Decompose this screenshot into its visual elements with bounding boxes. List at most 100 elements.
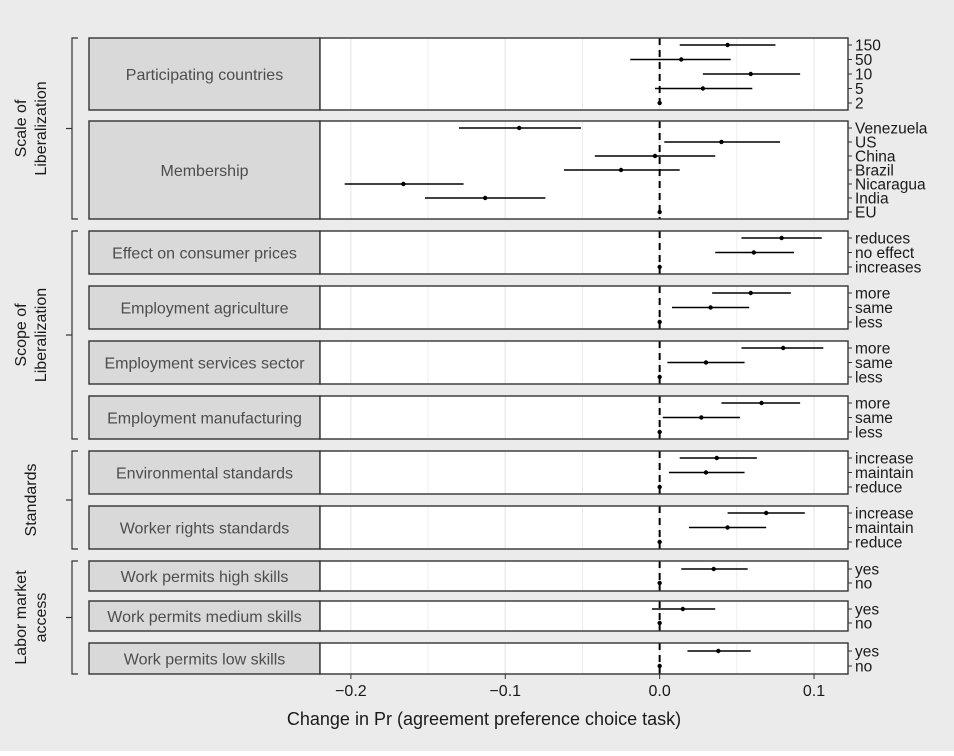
level-label-us: US — [855, 135, 877, 152]
point-estimate-china — [652, 153, 658, 159]
level-label-5: 5 — [855, 81, 864, 98]
level-label-same: same — [855, 300, 893, 317]
facet-plot-area — [320, 561, 848, 591]
level-label-reduce: reduce — [855, 480, 902, 497]
facet-strip-employment-agriculture — [88, 285, 321, 330]
facet-border — [319, 450, 849, 495]
level-label-yes: yes — [855, 562, 879, 579]
level-label-more: more — [855, 341, 890, 358]
level-label-yes: yes — [855, 644, 879, 661]
level-label-no-effect: no effect — [855, 245, 915, 262]
facet-strip-employment-manufacturing — [88, 395, 321, 440]
point-estimate-same — [699, 415, 704, 420]
level-label-50: 50 — [855, 52, 873, 69]
group-label-line: Labor market — [13, 570, 30, 665]
point-estimate-maintain — [703, 470, 709, 475]
level-label-less: less — [855, 370, 883, 387]
group-label-line: Liberalization — [33, 288, 50, 382]
point-estimate-reduces — [779, 235, 784, 241]
x-axis-title: Change in Pr (agreement preference choic… — [287, 709, 681, 729]
point-estimate-no — [657, 620, 662, 626]
level-label-maintain: maintain — [855, 520, 914, 537]
facet-label: Work permits low skills — [124, 652, 286, 669]
level-label-less: less — [855, 315, 883, 332]
level-label-india: India — [855, 191, 889, 208]
facet-border — [319, 37, 849, 111]
point-estimate-same — [708, 305, 713, 310]
point-estimate-yes — [680, 606, 686, 612]
group-label-line: Scale of — [13, 99, 30, 157]
level-label-increase: increase — [855, 506, 914, 523]
level-label-brazil: Brazil — [855, 163, 894, 180]
facet-label: Participating countries — [126, 67, 283, 84]
facet-border — [319, 505, 849, 550]
level-label-yes: yes — [855, 602, 879, 619]
level-label-reduce: reduce — [855, 535, 902, 552]
facet-label: Work permits medium skills — [107, 609, 301, 626]
facet-border — [319, 230, 849, 275]
facet-strip-effect-on-consumer-prices — [88, 230, 321, 275]
point-estimate-5 — [700, 86, 706, 91]
point-estimate-more — [748, 290, 753, 296]
level-label-2: 2 — [855, 96, 864, 113]
level-label-less: less — [855, 425, 883, 442]
facet-label: Effect on consumer prices — [112, 246, 297, 263]
x-tick-label: −0.2 — [335, 683, 367, 700]
point-estimate-no-effect — [751, 250, 757, 255]
facet-strip-environmental-standards — [88, 450, 321, 495]
level-label-no: no — [855, 616, 872, 633]
point-estimate-maintain — [725, 525, 730, 530]
facet-border — [319, 395, 849, 440]
level-label-venezuela: Venezuela — [855, 121, 928, 138]
group-label-line: Scope of — [13, 303, 30, 367]
x-tick-label: 0.1 — [803, 683, 825, 700]
point-estimate-same — [703, 360, 709, 365]
point-estimate-no — [657, 580, 662, 586]
level-label-nicaragua: Nicaragua — [855, 177, 926, 194]
facet-strip-membership — [88, 120, 321, 220]
point-estimate-50 — [679, 57, 684, 62]
facet-plot-area — [320, 601, 848, 631]
group-label-line: access — [33, 593, 50, 643]
facet-border — [319, 642, 849, 675]
level-label-china: China — [855, 149, 896, 166]
group-label-line: Standards — [23, 464, 40, 537]
facet-border — [319, 600, 849, 632]
facet-label: Employment manufacturing — [107, 411, 302, 428]
point-estimate-increase — [714, 455, 719, 461]
facet-label: Work permits high skills — [121, 569, 289, 586]
level-label-more: more — [855, 396, 890, 413]
level-label-increases: increases — [855, 260, 922, 277]
point-estimate-150 — [725, 42, 730, 48]
level-label-reduces: reduces — [855, 231, 910, 248]
level-label-more: more — [855, 286, 890, 303]
facet-label: Employment services sector — [104, 356, 305, 373]
point-estimate-yes — [711, 566, 716, 572]
facet-border — [319, 120, 849, 220]
level-label-10: 10 — [855, 67, 873, 84]
level-label-150: 150 — [855, 38, 881, 55]
facet-border — [319, 340, 849, 385]
point-estimate-brazil — [618, 167, 624, 173]
level-label-no: no — [855, 576, 872, 593]
facet-border — [319, 285, 849, 330]
facet-label: Worker rights standards — [120, 521, 290, 538]
point-estimate-india — [482, 195, 488, 201]
level-label-no: no — [855, 659, 872, 676]
point-estimate-us — [719, 139, 724, 145]
group-label-standards: Standards — [23, 464, 40, 537]
facet-border — [319, 560, 849, 592]
point-estimate-yes — [716, 648, 721, 654]
level-label-eu: EU — [855, 205, 877, 222]
facet-label: Employment agriculture — [120, 301, 288, 318]
group-label-line: Liberalization — [33, 81, 50, 175]
x-tick-label: −0.1 — [489, 683, 521, 700]
group-label-scope-of-liberalization: Scope of Liberalization — [13, 288, 50, 382]
group-label-labor-market-access: Labor market access — [13, 570, 50, 665]
facet-label: Membership — [160, 163, 248, 180]
point-estimate-venezuela — [516, 125, 522, 131]
facet-label: Environmental standards — [116, 466, 293, 483]
point-estimate-nicaragua — [401, 181, 406, 187]
